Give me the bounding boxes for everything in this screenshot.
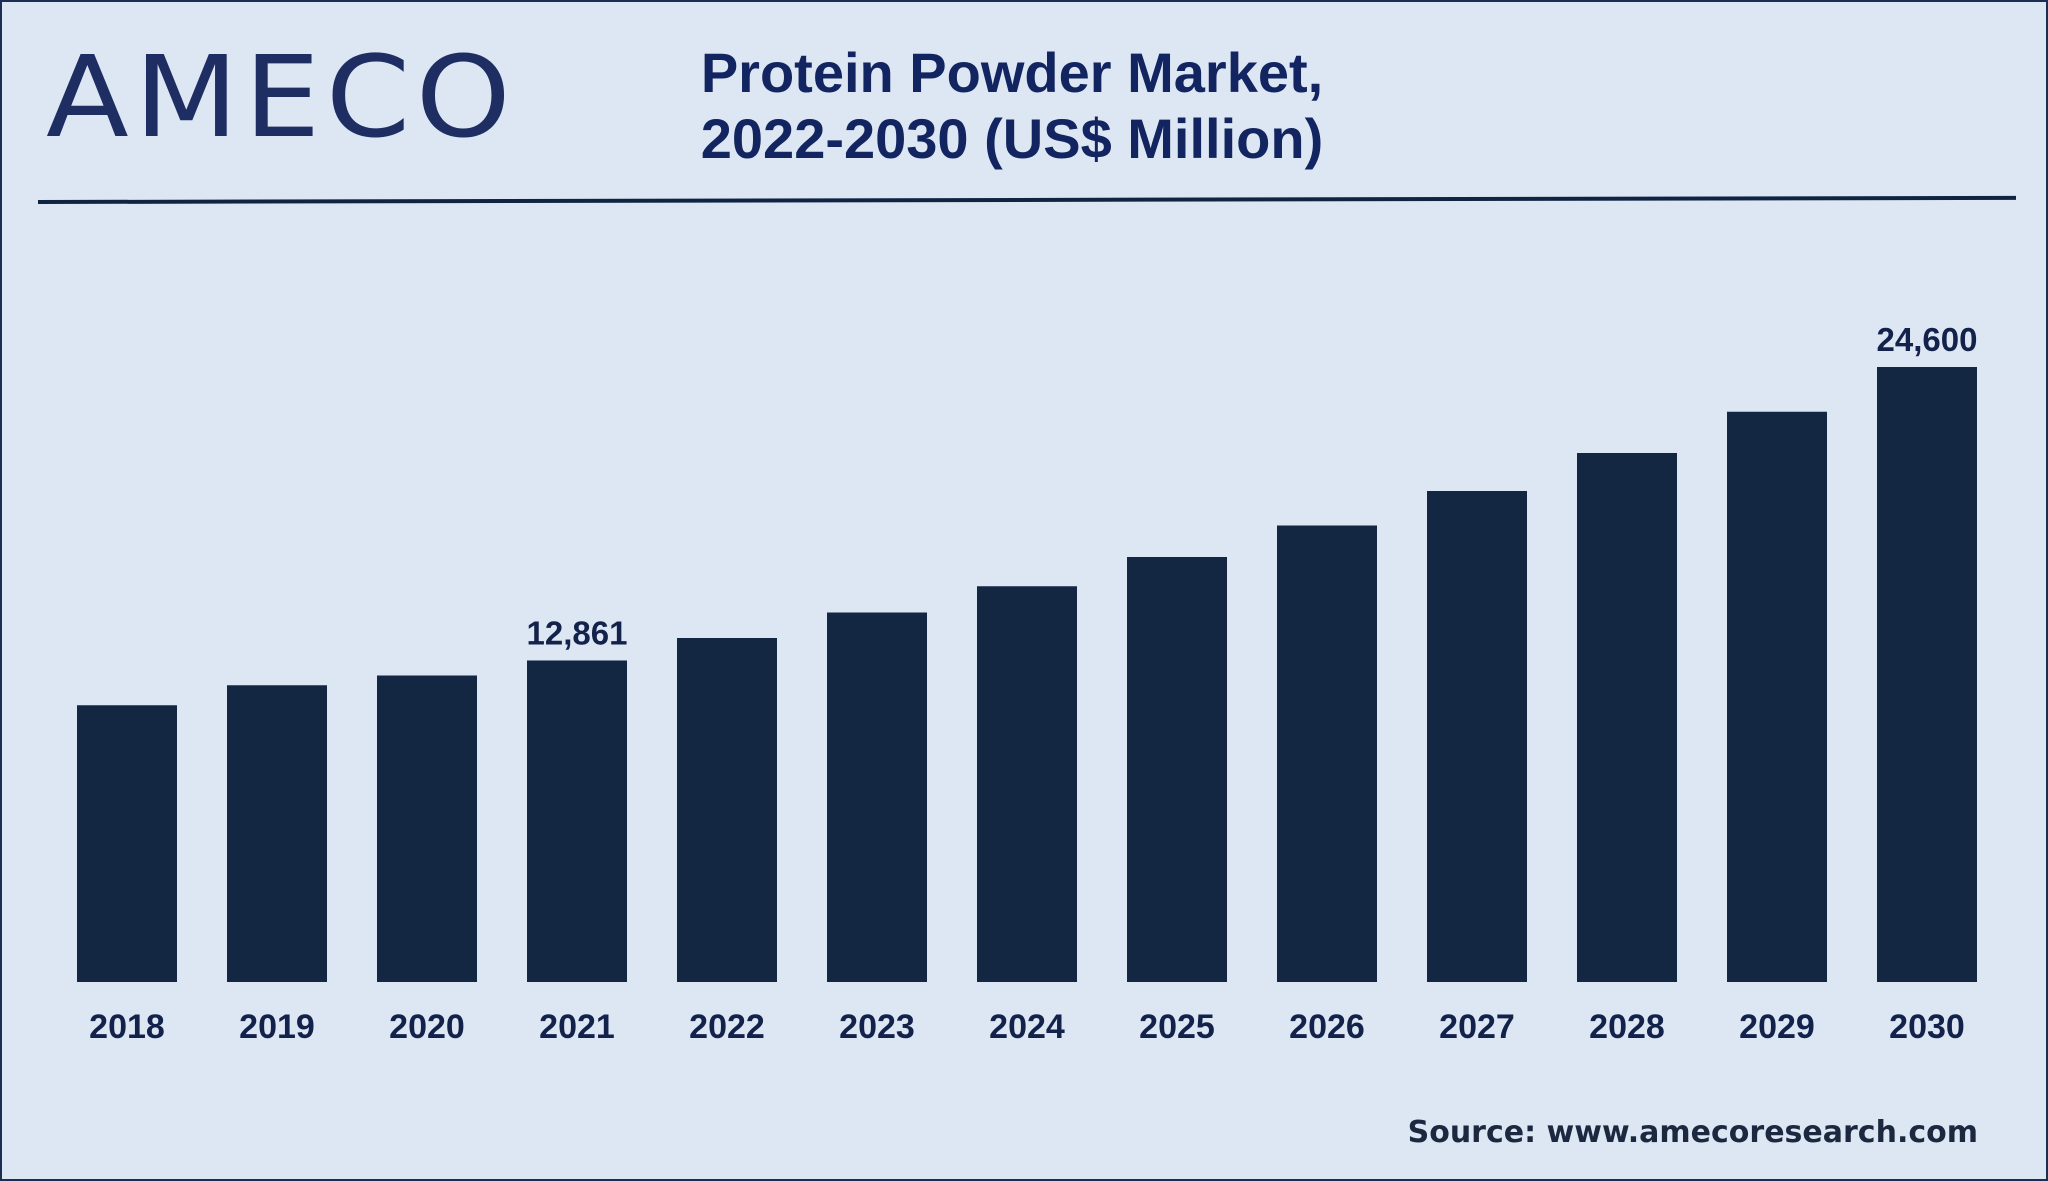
bar-2025 [1127, 557, 1227, 982]
x-tick-label-2023: 2023 [839, 1008, 915, 1046]
x-tick-label-2030: 2030 [1889, 1008, 1965, 1046]
x-tick-label-2025: 2025 [1139, 1008, 1215, 1046]
data-label-2030: 24,600 [1877, 321, 1978, 358]
chart-title-line-1: Protein Powder Market, [700, 41, 1324, 104]
ameco-logo: AMECO [46, 33, 517, 163]
bar-2030 [1877, 367, 1977, 982]
bar-2028 [1577, 453, 1677, 982]
x-tick-labels-group: 2018 2019 2020 2021 2022 2023 2024 2025 2026 2027… [89, 1008, 1965, 1046]
bar-2020 [377, 675, 477, 982]
data-label-2021: 12,861 [527, 614, 628, 651]
bar-2023 [827, 612, 927, 982]
x-tick-label-2019: 2019 [239, 1008, 315, 1046]
x-tick-label-2018: 2018 [89, 1008, 165, 1046]
chart-title-line-2: 2022-2030 (US$ Million) [700, 107, 1324, 170]
bar-2029 [1727, 411, 1827, 982]
x-tick-label-2028: 2028 [1589, 1008, 1665, 1046]
bar-2021 [527, 660, 627, 982]
x-tick-label-2024: 2024 [989, 1008, 1065, 1046]
x-tick-label-2029: 2029 [1739, 1008, 1815, 1046]
bar-2024 [977, 586, 1077, 982]
bar-2027 [1427, 491, 1527, 982]
chart-title: Protein Powder Market, 2022-2030 (US$ Mi… [622, 40, 1402, 172]
data-labels-group: 12,861 24,600 [527, 321, 1978, 651]
bar-2018 [77, 705, 177, 982]
bar-2026 [1277, 525, 1377, 982]
x-tick-label-2021: 2021 [539, 1008, 615, 1046]
bar-2019 [227, 685, 327, 982]
source-note: Source: www.amecoresearch.com [1407, 1115, 1978, 1150]
bars-group [77, 367, 1977, 982]
x-tick-label-2026: 2026 [1289, 1008, 1365, 1046]
x-tick-label-2020: 2020 [389, 1008, 465, 1046]
x-tick-label-2027: 2027 [1439, 1008, 1515, 1046]
bar-2022 [677, 638, 777, 982]
x-tick-label-2022: 2022 [689, 1008, 765, 1046]
